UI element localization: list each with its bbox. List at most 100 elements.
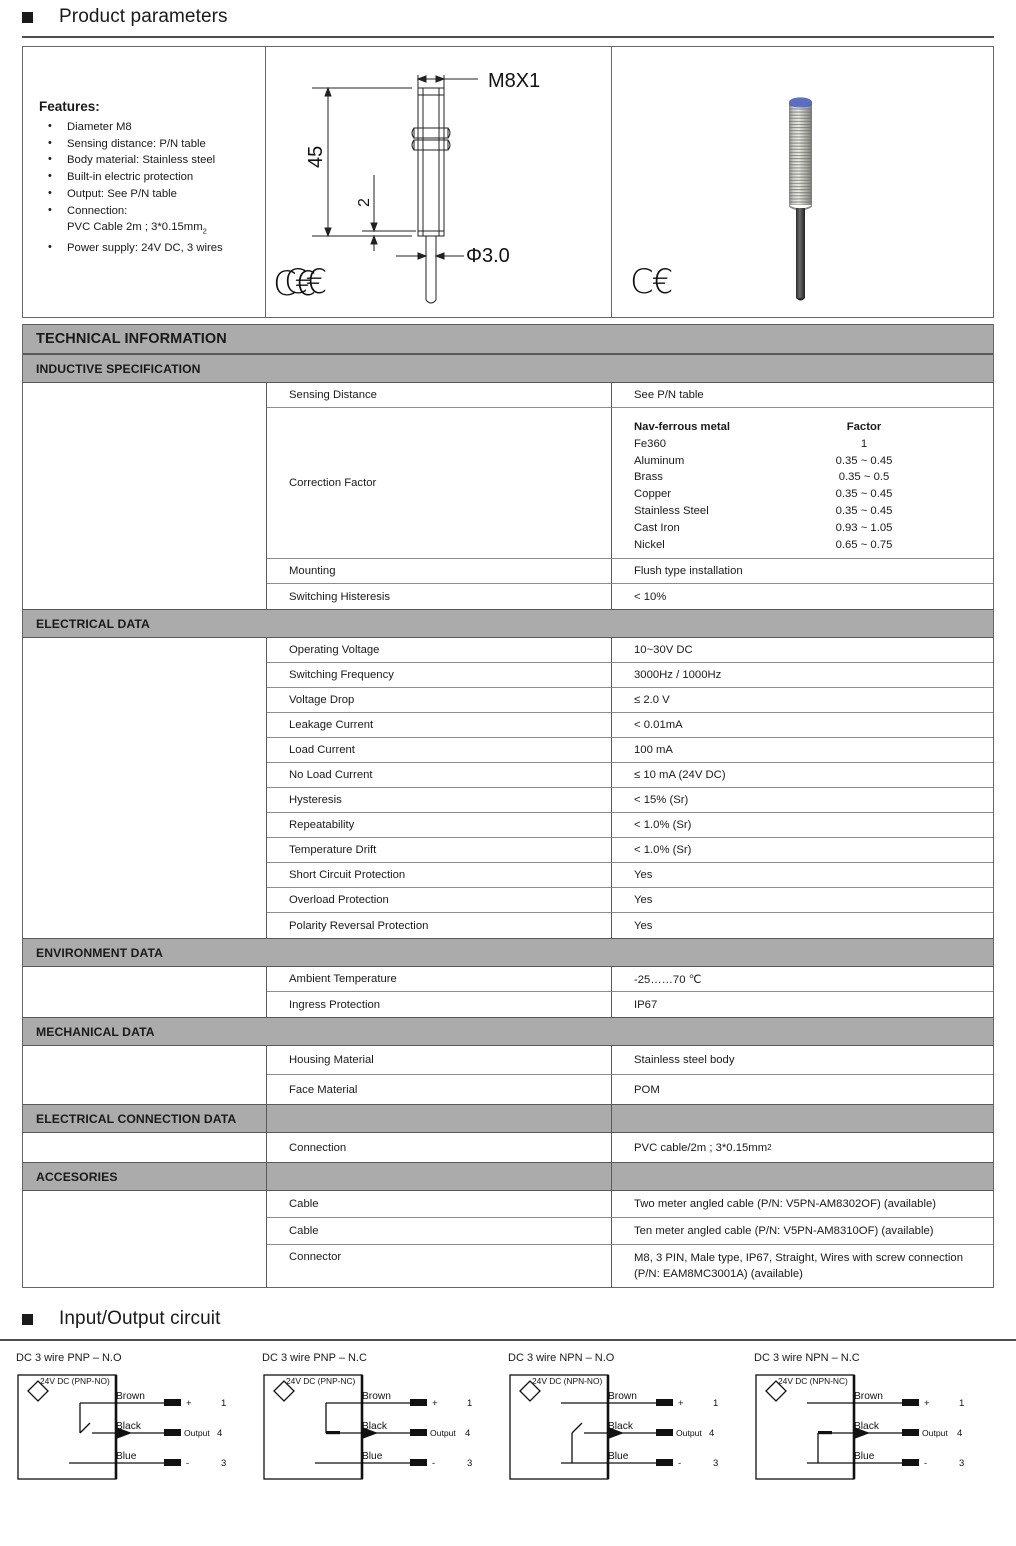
correction-factor-row: Stainless Steel 0.35 ~ 0.45 [634,504,893,517]
product-parameters-heading: Product parameters [0,0,1016,34]
section-group-environment: Ambient Temperature -25……70 ℃ Ingress Pro… [23,967,993,1018]
correction-factor-row: Fe360 1 [634,437,868,450]
io-circuit-grid: DC 3 wire PNP – N.O [0,1352,1016,1488]
section-band-label: ELECTRICAL CONNECTION DATA [36,1111,237,1126]
heading-divider [22,36,994,38]
row-value: Two meter angled cable (P/N: V5PN-AM8302… [634,1198,937,1211]
supply-label: 24V DC (PNP-NC) [286,1376,356,1386]
section-band-label: MECHANICAL DATA [36,1024,155,1039]
row-value: < 1.0% (Sr) [634,819,692,832]
io-circuit-pnp-nc: DC 3 wire PNP – N.C 24V DC (PNP-NC) [260,1352,506,1488]
pin-1: 1 [221,1398,226,1409]
sign-minus: - [432,1458,435,1469]
row-label: Correction Factor [267,408,612,559]
table-row: Polarity Reversal Protection Yes [267,913,993,939]
wire-label-blue: Blue [608,1451,629,1462]
correction-factor-table: Nav-ferrous metal Factor Fe360 1 Aluminu… [634,415,924,558]
io-circuit-title: Input/Output circuit [59,1308,221,1330]
group-left-spacer [23,1191,267,1288]
section-band-inductive-specification: INDUCTIVE SPECIFICATION [23,354,993,383]
row-label: Cable [267,1191,612,1218]
wire-label-black: Black [362,1421,388,1432]
wire-label-brown: Brown [362,1391,391,1402]
row-label: Face Material [267,1075,612,1105]
io-circuit-pnp-no: DC 3 wire PNP – N.O [14,1352,260,1488]
row-value: Ten meter angled cable (P/N: V5PN-AM8310… [634,1225,934,1238]
table-title: TECHNICAL INFORMATION [36,331,227,347]
ce-mark-photo: C€ [630,262,673,302]
sign-output: Output [184,1428,210,1438]
features-list: Diameter M8 Sensing distance: P/N table … [39,118,265,257]
correction-factor-row: Copper 0.35 ~ 0.45 [634,488,893,501]
table-row: Switching Histeresis < 10% [267,584,993,610]
table-row: Mounting Flush type installation [267,559,993,585]
pin-4: 4 [465,1428,470,1439]
io-circuit-title: DC 3 wire NPN – N.O [508,1352,615,1365]
group-left-spacer [23,383,267,610]
row-label: Hysteresis [267,788,612,813]
feature-item: Output: See P/N table [39,185,265,203]
ce-mark-drawing: C€ [284,262,327,302]
pin-4: 4 [217,1428,222,1439]
table-row: Voltage Drop ≤ 2.0 V [267,688,993,714]
row-value: Nav-ferrous metal Factor Fe360 1 Aluminu… [612,408,993,558]
table-row: Switching Frequency 3000Hz / 1000Hz [267,663,993,689]
row-label: Polarity Reversal Protection [267,913,612,939]
band-col-spacer [267,1163,612,1191]
row-value: IP67 [634,998,658,1011]
section-band-electrical-connection-data: ELECTRICAL CONNECTION DATA [23,1104,993,1134]
wire-label-black: Black [854,1421,880,1432]
row-label: Switching Frequency [267,663,612,688]
pin-3: 3 [467,1458,472,1469]
section-group-mechanical: Housing Material Stainless steel body Fac… [23,1046,993,1105]
band-col-spacer [612,1163,993,1190]
row-label: Repeatability [267,813,612,838]
row-value: Yes [634,869,653,882]
table-row: Cable Ten meter angled cable (P/N: V5PN-A… [267,1218,993,1246]
drawing-label-thread: M8X1 [488,70,540,92]
io-circuit-npn-nc: DC 3 wire NPN – N.C 24V DC (NPN-NC) B [752,1352,998,1488]
wire-label-brown: Brown [608,1391,637,1402]
row-value: < 15% (Sr) [634,794,689,807]
io-circuit-heading: Input/Output circuit [0,1302,1016,1336]
wire-label-black: Black [608,1421,634,1432]
table-row: Housing Material Stainless steel body [267,1046,993,1076]
table-row: Connector M8, 3 PIN, Male type, IP67, St… [267,1245,993,1288]
table-row: Sensing Distance See P/N table [267,383,993,408]
table-row-correction-factor: Correction Factor Nav-ferrous metal Fact… [267,408,993,560]
table-row: Hysteresis < 15% (Sr) [267,788,993,814]
pin-1: 1 [467,1398,472,1409]
wire-label-blue: Blue [362,1451,383,1462]
feature-item: Connection: [39,202,265,220]
table-row: Leakage Current < 0.01mA [267,713,993,739]
row-value: Flush type installation [634,565,743,578]
technical-information-table: TECHNICAL INFORMATION INDUCTIVE SPECIFIC… [22,324,994,1289]
io-circuit-title: DC 3 wire NPN – N.C [754,1352,860,1365]
drawing-label-cable-dia: Φ3.0 [466,245,510,267]
sign-output: Output [430,1428,456,1438]
pin-1: 1 [959,1398,964,1409]
product-overview-panel: Features: Diameter M8 Sensing distance: … [22,46,994,318]
row-label: Ingress Protection [267,992,612,1018]
row-value: ≤ 10 mA (24V DC) [634,769,726,782]
row-label: Leakage Current [267,713,612,738]
correction-factor-row: Aluminum 0.35 ~ 0.45 [634,454,893,467]
row-label: Short Circuit Protection [267,863,612,888]
io-circuit-title: DC 3 wire PNP – N.O [16,1352,122,1365]
pin-1: 1 [713,1398,718,1409]
section-band-label: ENVIRONMENT DATA [36,945,164,960]
table-row: Cable Two meter angled cable (P/N: V5PN-A… [267,1191,993,1219]
drawing-label-length: 45 [305,146,327,168]
pin-4: 4 [957,1428,962,1439]
row-label: Housing Material [267,1046,612,1075]
table-row: Short Circuit Protection Yes [267,863,993,889]
correction-factor-header: Nav-ferrous metal Factor [634,419,924,436]
io-circuit-title: DC 3 wire PNP – N.C [262,1352,367,1365]
io-circuit-npn-no: DC 3 wire NPN – N.O 24V DC (NPN- [506,1352,752,1488]
row-value: -25……70 ℃ [634,973,702,986]
sign-plus: + [678,1398,684,1409]
band-col-spacer [267,1105,612,1133]
io-circuit-diagram: 24V DC (PNP-NC) Brown Black Blue + Outpu… [263,1374,472,1481]
feature-item: Power supply: 24V DC, 3 wires [39,239,265,257]
row-label: Operating Voltage [267,638,612,663]
